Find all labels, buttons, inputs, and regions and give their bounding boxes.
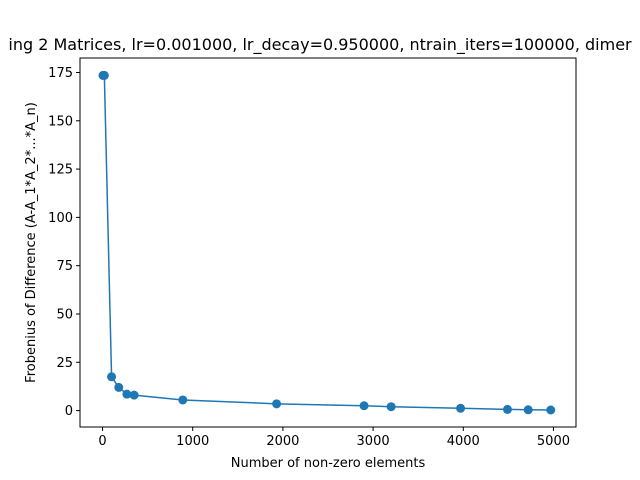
x-axis: 0 1000 2000 3000 4000 5000 [98,427,570,449]
x-tick-label: 1000 [176,434,209,449]
data-point [99,70,109,80]
x-tick-label: 2000 [266,434,299,449]
y-axis: 0 25 50 75 100 125 150 175 [48,66,80,419]
axes-frame [79,57,577,428]
data-point [456,403,466,413]
y-tick-label: 75 [56,259,73,274]
series-line [102,74,551,411]
data-point [122,389,132,399]
y-tick-label: 175 [48,66,73,81]
data-point [523,405,533,415]
x-tick-label: 0 [98,434,106,449]
data-point [178,395,188,405]
data-point [107,372,117,382]
x-tick-label: 4000 [447,434,480,449]
y-tick-label: 0 [65,404,73,419]
y-tick-label: 25 [56,356,73,371]
data-point [546,405,556,415]
chart-title: ing 2 Matrices, lr=0.001000, lr_decay=0.… [8,35,632,55]
x-tick-label: 5000 [537,434,570,449]
data-point [386,402,396,412]
data-point [272,399,282,409]
x-tick-label: 3000 [357,434,390,449]
data-point [129,390,139,400]
data-point [502,404,512,414]
plot-area [98,70,556,415]
data-point [359,401,369,411]
y-tick-label: 50 [56,307,73,322]
y-tick-label: 100 [48,211,73,226]
x-axis-label: Number of non-zero elements [231,456,426,471]
data-point [114,382,124,392]
y-tick-label: 150 [48,114,73,129]
y-axis-label: Frobenius of Difference (A-A_1*A_2*...*A… [24,102,39,383]
y-tick-label: 125 [48,163,73,178]
